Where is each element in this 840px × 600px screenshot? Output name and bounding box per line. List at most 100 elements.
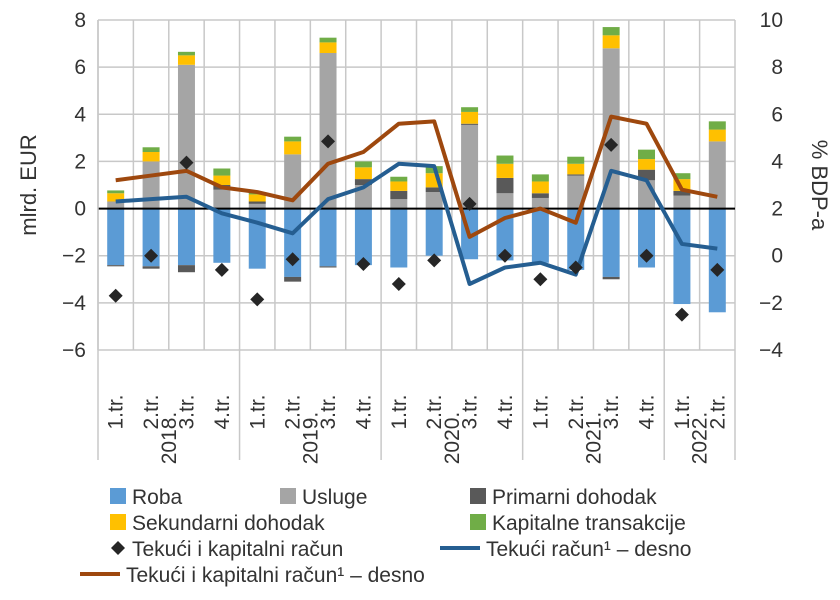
bar-kapitalne-transakcije bbox=[461, 107, 479, 112]
diamond-marker bbox=[639, 248, 654, 263]
bar-kapitalne-transakcije bbox=[142, 147, 160, 152]
y2-tick-label: −2 bbox=[759, 292, 783, 315]
bar-primarni-dohodak bbox=[177, 265, 195, 273]
bar-roba bbox=[177, 208, 195, 266]
legend-swatch bbox=[280, 488, 296, 504]
bar-usluge bbox=[708, 141, 726, 209]
diamond-marker bbox=[604, 137, 619, 152]
x-tick-label: 2.tr. bbox=[423, 394, 446, 429]
bar-usluge bbox=[461, 124, 479, 209]
bar-primarni-dohodak bbox=[531, 193, 549, 198]
y-axis-title: mlrd. EUR bbox=[16, 134, 41, 235]
diamond-marker bbox=[321, 134, 336, 149]
bar-primarni-dohodak bbox=[638, 169, 656, 181]
bar-usluge bbox=[107, 201, 125, 209]
bar-primarni-dohodak bbox=[390, 190, 408, 200]
bar-primarni-dohodak bbox=[248, 201, 266, 204]
x-tick-label: 2.tr. bbox=[706, 394, 729, 429]
year-label: 2018. bbox=[158, 412, 181, 465]
bar-kapitalne-transakcije bbox=[177, 51, 195, 56]
bar-sekundarni-dohodak bbox=[354, 167, 372, 180]
bar-usluge bbox=[602, 48, 620, 209]
x-tick-label: 1.tr. bbox=[529, 394, 552, 429]
bar-kapitalne-transakcije bbox=[213, 168, 231, 176]
diamond-marker bbox=[674, 307, 689, 322]
diamond-marker bbox=[179, 155, 194, 170]
line-teku-i-i-kapitalni-ra-un-desno bbox=[115, 114, 718, 239]
bar-usluge bbox=[425, 192, 443, 209]
bar-sekundarni-dohodak bbox=[496, 163, 514, 178]
bar-kapitalne-transakcije bbox=[319, 37, 337, 43]
legend-swatch bbox=[110, 514, 126, 530]
x-tick-label: 4.tr. bbox=[636, 394, 659, 429]
diamond-marker bbox=[497, 248, 512, 263]
bar-sekundarni-dohodak bbox=[107, 193, 125, 202]
legend-label: Primarni dohodak bbox=[492, 486, 657, 509]
x-tick-label: 4.tr. bbox=[211, 394, 234, 429]
bar-primarni-dohodak bbox=[567, 174, 585, 176]
bar-roba bbox=[673, 208, 691, 305]
bar-kapitalne-transakcije bbox=[531, 174, 549, 182]
bar-usluge bbox=[354, 185, 372, 209]
diamond-marker bbox=[285, 252, 300, 267]
y-tick-label: 2 bbox=[74, 150, 86, 173]
legend-label: Kapitalne transakcije bbox=[492, 512, 686, 535]
year-label: 2021. bbox=[582, 412, 605, 465]
bar-roba bbox=[284, 208, 302, 277]
bar-roba bbox=[602, 208, 620, 277]
bar-sekundarni-dohodak bbox=[673, 179, 691, 191]
bar-roba bbox=[638, 208, 656, 268]
bar-primarni-dohodak bbox=[354, 179, 372, 185]
legend-swatch bbox=[470, 488, 486, 504]
diamond-marker bbox=[108, 288, 123, 303]
y2-axis-title: % BDP-a bbox=[807, 140, 832, 231]
y-tick-label: 0 bbox=[74, 198, 86, 221]
diamond-marker bbox=[356, 256, 371, 271]
y-tick-label: −6 bbox=[62, 339, 86, 362]
y2-tick-label: 8 bbox=[771, 56, 783, 79]
legend-diamond-icon bbox=[111, 541, 125, 555]
y-tick-label: 4 bbox=[74, 103, 86, 126]
bar-sekundarni-dohodak bbox=[142, 152, 160, 162]
x-tick-label: 3.tr. bbox=[600, 394, 623, 429]
bar-primarni-dohodak bbox=[602, 276, 620, 280]
bar-kapitalne-transakcije bbox=[390, 176, 408, 182]
legend-label: Sekundarni dohodak bbox=[132, 512, 325, 535]
bar-usluge bbox=[248, 203, 266, 209]
bar-kapitalne-transakcije bbox=[602, 27, 620, 36]
year-label: 2019. bbox=[299, 412, 322, 465]
x-tick-label: 2.tr. bbox=[565, 394, 588, 429]
legend-label: Usluge bbox=[302, 486, 367, 509]
bar-kapitalne-transakcije bbox=[284, 136, 302, 142]
legend-label: Tekući i kapitalni račun¹ – desno bbox=[126, 564, 425, 587]
bar-kapitalne-transakcije bbox=[496, 155, 514, 164]
bar-roba bbox=[567, 208, 585, 270]
bar-sekundarni-dohodak bbox=[567, 163, 585, 175]
bar-primarni-dohodak bbox=[319, 266, 337, 268]
bar-roba bbox=[708, 208, 726, 313]
bar-kapitalne-transakcije bbox=[567, 156, 585, 164]
y-tick-label: 8 bbox=[74, 9, 86, 32]
bar-primarni-dohodak bbox=[496, 177, 514, 194]
bar-usluge bbox=[177, 64, 195, 209]
bar-sekundarni-dohodak bbox=[461, 111, 479, 124]
bar-roba bbox=[354, 208, 372, 266]
bar-roba bbox=[531, 208, 549, 263]
bar-roba bbox=[319, 208, 337, 267]
bar-roba bbox=[390, 208, 408, 268]
bar-usluge bbox=[673, 195, 691, 209]
x-tick-label: 4.tr. bbox=[352, 394, 375, 429]
bar-kapitalne-transakcije bbox=[638, 149, 656, 160]
bar-kapitalne-transakcije bbox=[354, 161, 372, 168]
diamond-marker bbox=[214, 262, 229, 277]
bar-primarni-dohodak bbox=[425, 187, 443, 193]
bar-roba bbox=[107, 208, 125, 266]
x-tick-label: 1.tr. bbox=[671, 394, 694, 429]
y2-tick-label: 4 bbox=[771, 150, 783, 173]
bar-sekundarni-dohodak bbox=[638, 159, 656, 170]
y2-tick-label: 6 bbox=[771, 103, 783, 126]
line-teku-i-ra-un-desno bbox=[115, 161, 718, 286]
bar-primarni-dohodak bbox=[107, 265, 125, 267]
bar-usluge bbox=[496, 193, 514, 209]
bar-sekundarni-dohodak bbox=[531, 181, 549, 194]
